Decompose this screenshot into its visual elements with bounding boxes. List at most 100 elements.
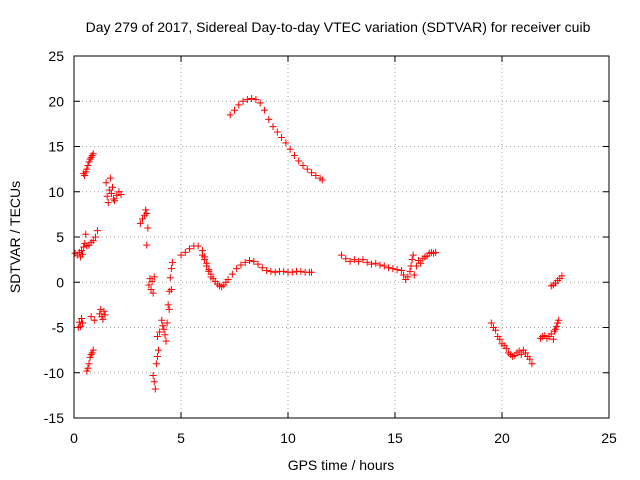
data-point [77,247,85,255]
data-point [75,318,83,326]
data-point [165,305,173,313]
data-point [245,257,253,265]
data-point [117,190,125,198]
data-point [168,258,176,266]
data-point [389,265,397,273]
data-point [102,179,110,187]
data-point [113,191,121,199]
data-point [226,111,234,119]
data-point [280,267,288,275]
data-point [101,311,109,319]
data-point [84,364,92,372]
series-sdtvar [71,95,566,393]
data-point [555,316,563,324]
data-points [71,95,566,393]
data-point [522,349,530,357]
data-point [267,267,275,275]
data-point [408,256,416,264]
data-point [492,326,500,334]
data-point [151,385,159,393]
data-point [167,285,175,293]
data-point [254,260,262,268]
data-point [177,251,185,259]
data-point [158,316,166,324]
data-point [156,328,164,336]
data-point [252,95,260,103]
grid-layer [74,56,609,418]
data-point [385,264,393,272]
data-point [162,337,170,345]
data-point [198,251,206,259]
data-point [233,265,241,273]
data-point [90,316,98,324]
data-point [517,351,525,359]
data-point [145,281,153,289]
data-point [410,271,418,279]
data-point [207,273,215,281]
data-point [150,273,158,281]
data-point [239,97,247,105]
data-point [376,261,384,269]
data-point [166,274,174,282]
x-axis-label: GPS time / hours [288,457,395,473]
data-point [153,352,161,360]
data-point [84,162,92,170]
data-point [94,227,102,235]
data-point [271,268,279,276]
y-tick-label: 25 [48,48,64,64]
y-tick-label: 10 [48,184,64,200]
data-point [550,327,558,335]
data-point [342,255,350,263]
data-point [150,378,158,386]
data-point [153,333,161,341]
data-point [89,150,97,158]
data-point [143,241,151,249]
data-point [265,115,273,123]
data-point [241,258,249,266]
data-point [549,335,557,343]
data-point [397,266,405,274]
data-point [528,360,536,368]
data-point [286,145,294,153]
data-point [350,256,358,264]
data-point [87,351,95,359]
y-tick-label: -15 [44,410,64,426]
data-point [111,197,119,205]
data-point [104,199,112,207]
data-point [248,95,256,103]
data-point [308,268,316,276]
data-point [235,101,243,109]
data-point [380,262,388,270]
data-point [86,155,94,163]
data-point [83,165,91,173]
x-tick-label: 0 [70,430,78,446]
data-point [256,99,264,107]
data-point [87,313,95,321]
data-point [149,371,157,379]
data-point [269,123,277,131]
data-point [295,157,303,165]
x-tick-label: 5 [177,430,185,446]
data-point [142,206,150,214]
data-point [282,139,290,147]
data-point [496,335,504,343]
data-point [299,162,307,170]
data-point [297,267,305,275]
data-point [91,233,99,241]
data-point [346,257,354,265]
data-point [263,266,271,274]
data-point [87,153,95,161]
data-point [110,195,118,203]
data-point [412,262,420,270]
data-point [237,261,245,269]
chart-title: Day 279 of 2017, Sidereal Day-to-day VTE… [86,19,591,35]
data-point [288,268,296,276]
data-point [144,224,152,232]
y-tick-label: -5 [52,320,65,336]
data-point [203,262,211,270]
data-point [155,346,163,354]
data-point [558,272,566,280]
data-point [406,267,414,275]
data-point [89,237,97,245]
data-point [160,325,168,333]
